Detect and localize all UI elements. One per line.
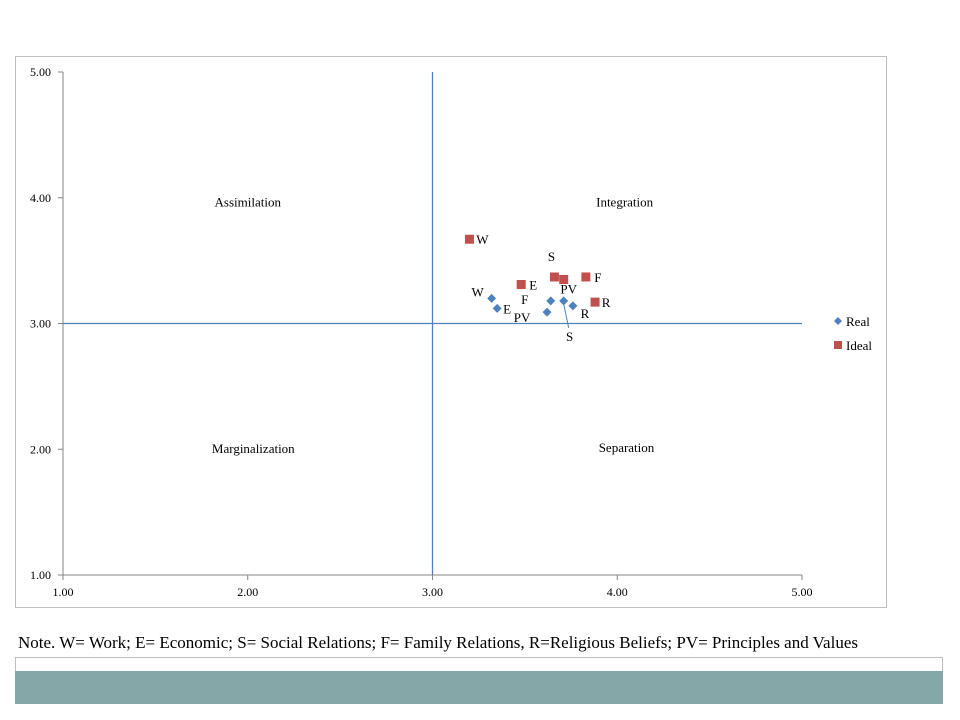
real-data-label-s: S (566, 329, 573, 344)
ideal-data-label-e: E (529, 278, 537, 293)
legend-label-real: Real (846, 314, 870, 329)
ideal-data-label-pv: PV (560, 281, 577, 296)
ideal-point-f (581, 272, 591, 282)
ideal-point-s (549, 272, 559, 282)
x-tick-label: 1.00 (53, 585, 74, 599)
real-data-label-pv: PV (514, 310, 531, 325)
chart-frame (15, 56, 887, 608)
y-tick-label: 3.00 (30, 317, 51, 331)
real-point-r (568, 301, 578, 311)
ideal-point-r (590, 297, 600, 307)
quadrant-label-separation: Separation (599, 440, 655, 455)
ideal-data-label-s: S (548, 249, 555, 264)
legend-marker-real (834, 317, 842, 325)
real-data-label-w: W (471, 284, 484, 299)
y-tick-label: 5.00 (30, 65, 51, 79)
x-tick-label: 4.00 (607, 585, 628, 599)
real-point-pv (542, 307, 552, 317)
x-tick-label: 3.00 (422, 585, 443, 599)
y-tick-label: 2.00 (30, 442, 51, 456)
y-tick-label: 1.00 (30, 568, 51, 582)
legend-marker-ideal (834, 341, 842, 349)
x-tick-label: 2.00 (237, 585, 258, 599)
real-data-label-r: R (581, 306, 590, 321)
real-point-e (492, 303, 502, 313)
ideal-data-label-f: F (594, 270, 601, 285)
footer-right-edge (942, 657, 943, 671)
footer-left-edge (15, 657, 16, 671)
leader-line (563, 303, 570, 328)
chart-note: Note. W= Work; E= Economic; S= Social Re… (18, 633, 858, 652)
y-tick-label: 4.00 (30, 191, 51, 205)
real-data-label-f: F (521, 292, 528, 307)
ideal-point-e (516, 280, 526, 290)
ideal-data-label-w: W (476, 232, 489, 247)
real-data-label-e: E (503, 301, 511, 316)
real-point-s (559, 296, 569, 306)
ideal-data-label-r: R (602, 295, 611, 310)
footer-divider (15, 657, 943, 658)
real-point-f (546, 296, 556, 306)
footer-bar (15, 671, 943, 704)
quadrant-label-assimilation: Assimilation (215, 195, 282, 210)
legend-label-ideal: Ideal (846, 338, 872, 353)
ideal-point-pv (559, 274, 569, 284)
real-point-w (487, 293, 497, 303)
quadrant-label-integration: Integration (596, 195, 654, 210)
ideal-point-w (464, 234, 474, 244)
x-tick-label: 5.00 (792, 585, 813, 599)
quadrant-label-marginalization: Marginalization (212, 441, 295, 456)
